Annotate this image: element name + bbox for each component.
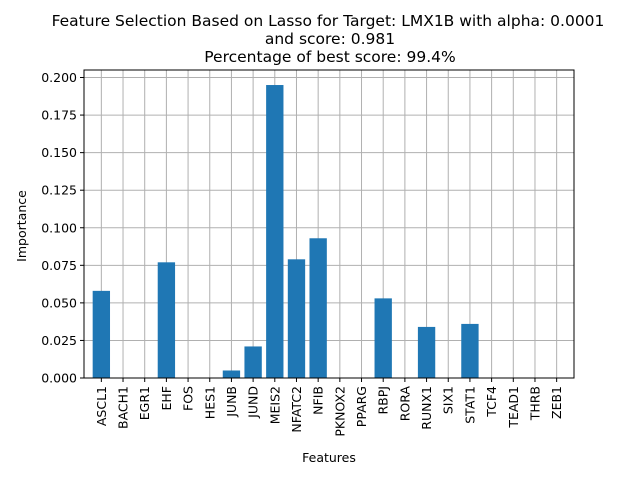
x-tick-label: BACH1 [116, 386, 131, 429]
bar-nfatc2 [287, 259, 306, 378]
x-tick-label: TEAD1 [506, 386, 521, 429]
x-tick-label: RORA [397, 386, 412, 422]
bar-rbpj [374, 298, 392, 378]
y-axis-ticks: 0.000 0.025 0.050 0.075 0.100 0.125 0.150 0.175… [41, 70, 84, 386]
y-tick-label: 0.000 [41, 371, 77, 386]
bar-runx1 [417, 326, 436, 378]
bar-ehf [157, 262, 176, 378]
x-tick-label: HES1 [202, 386, 217, 419]
chart-title-line-1: Feature Selection Based on Lasso for Tar… [52, 12, 605, 30]
y-tick-label: 0.050 [41, 295, 77, 310]
y-tick-label: 0.150 [41, 145, 77, 160]
x-tick-label: THRB [527, 386, 542, 421]
x-tick-label: EGR1 [137, 386, 152, 420]
x-tick-label: SIX1 [441, 386, 456, 414]
x-tick-label: JUNB [224, 386, 239, 418]
x-tick-label: PPARG [354, 386, 369, 427]
bar-meis2 [266, 85, 284, 379]
y-tick-label: 0.075 [41, 258, 77, 273]
grid-lines [84, 70, 574, 379]
bar-stat1 [461, 323, 479, 378]
x-tick-label: FOS [181, 386, 196, 411]
bar-ascl1 [92, 290, 111, 378]
x-axis-label: Features [302, 450, 356, 465]
y-tick-label: 0.025 [41, 333, 77, 348]
x-axis-ticks: ASCL1 BACH1 EGR1 EHF FOS HES1 JUNB JUND MEIS2 NFA… [94, 378, 564, 437]
x-tick-label: TCF4 [484, 386, 499, 418]
bar-nfib [309, 238, 327, 378]
y-tick-label: 0.125 [41, 183, 77, 198]
y-axis-label: Importance [14, 190, 29, 262]
y-tick-label: 0.175 [41, 108, 77, 123]
bar-jund [244, 346, 262, 378]
x-tick-label: NFIB [311, 386, 326, 415]
x-tick-label: STAT1 [462, 386, 477, 424]
x-tick-label: PKNOX2 [332, 386, 347, 437]
x-tick-label: NFATC2 [289, 386, 304, 433]
x-tick-label: ASCL1 [94, 386, 109, 426]
bar-junb [222, 370, 241, 378]
x-tick-label: ZEB1 [549, 386, 564, 419]
bars [92, 85, 479, 379]
x-tick-label: RUNX1 [419, 386, 434, 430]
y-tick-label: 0.100 [41, 220, 77, 235]
plot-frame [83, 69, 575, 379]
x-tick-label: EHF [159, 386, 174, 411]
y-tick-label: 0.200 [41, 70, 77, 85]
x-tick-label: MEIS2 [267, 386, 282, 424]
chart-title-line-2: and score: 0.981 [265, 30, 395, 48]
chart-title-line-3: Percentage of best score: 99.4% [204, 48, 455, 66]
x-tick-label: RBPJ [376, 386, 391, 415]
x-tick-label: JUND [246, 386, 261, 419]
